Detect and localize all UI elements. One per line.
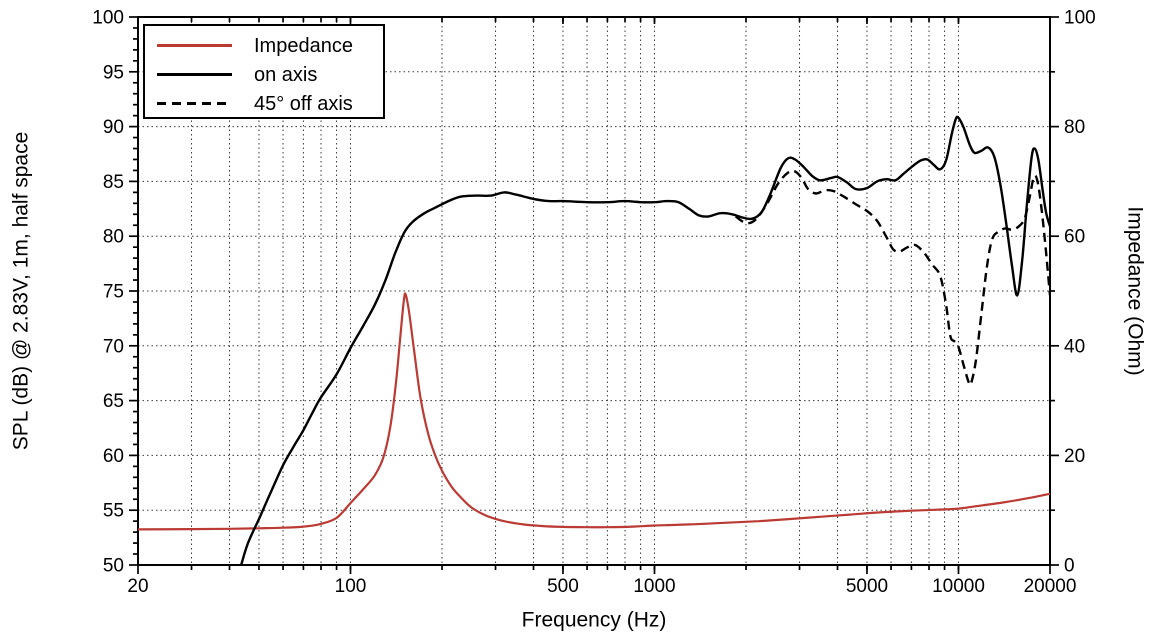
x-tick-label: 100 [335,576,367,597]
y-right-tick-label: 0 [1064,556,1075,577]
on-axis-line-sample [157,73,232,76]
legend-row-impedance: Impedance [145,31,383,60]
y-left-tick-label: 55 [103,501,124,522]
x-tick-label: 20 [127,576,148,597]
y-axis-title-right: Impedance (Ohm) [1123,206,1147,376]
legend-label-on-axis: on axis [254,63,318,86]
x-tick-label: 5000 [846,576,888,597]
series-impedance [138,292,1050,531]
legend-label-impedance: Impedance [254,34,353,57]
legend: Impedance on axis 45° off axis [143,24,385,119]
y-left-tick-label: 75 [103,282,124,303]
y-right-tick-label: 40 [1064,336,1085,357]
y-right-tick-label: 20 [1064,446,1085,467]
y-left-tick-label: 65 [103,391,124,412]
y-axis-title-left: SPL (dB) @ 2.83V, 1m, half space [9,131,33,451]
y-left-tick-label: 95 [103,62,124,83]
y-left-tick-label: 90 [103,117,124,138]
y-left-tick-label: 50 [103,556,124,577]
x-tick-label: 10000 [932,576,985,597]
y-left-tick-label: 70 [103,336,124,357]
x-tick-label: 20000 [1024,576,1077,597]
series-45-off-axis [735,169,1050,387]
series-on-axis [240,115,1050,565]
y-left-tick-label: 80 [103,227,124,248]
x-axis-title: Frequency (Hz) [521,608,667,632]
x-tick-label: 1000 [633,576,675,597]
y-right-tick-label: 60 [1064,227,1085,248]
legend-label-off-axis: 45° off axis [254,92,353,115]
y-right-tick-label: 100 [1064,8,1096,29]
y-left-tick-label: 60 [103,446,124,467]
y-right-tick-label: 80 [1064,117,1085,138]
legend-row-on-axis: on axis [145,60,383,89]
y-left-tick-label: 85 [103,172,124,193]
legend-row-off-axis: 45° off axis [145,89,383,118]
off-axis-line-sample [157,102,232,105]
curves [138,115,1050,565]
x-tick-label: 500 [547,576,579,597]
impedance-line-sample [157,44,232,47]
y-left-tick-label: 100 [92,8,124,29]
axis-ticks [129,16,1059,574]
